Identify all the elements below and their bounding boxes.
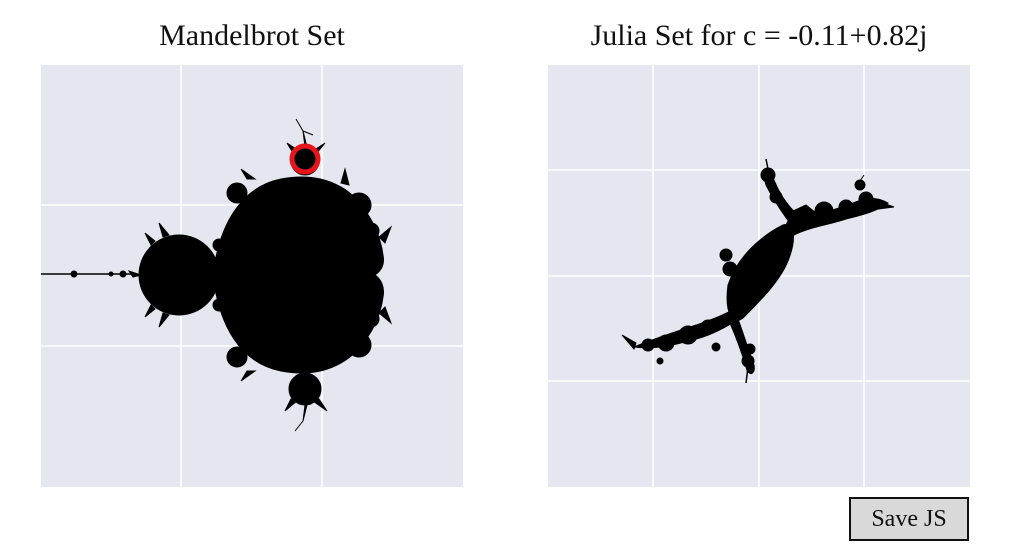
mandelbrot-plot[interactable] — [41, 65, 463, 487]
mandelbrot-canvas — [41, 65, 463, 487]
julia-c-value: -0.11+0.82j — [788, 19, 928, 52]
julia-shape — [621, 158, 895, 384]
julia-canvas — [548, 65, 970, 487]
save-button[interactable]: Save JS — [849, 497, 969, 541]
julia-plot[interactable] — [548, 65, 970, 487]
marker-ring-icon[interactable] — [289, 143, 321, 175]
julia-title-prefix: Julia Set for c = — [590, 19, 789, 52]
mandelbrot-title: Mandelbrot Set — [159, 19, 345, 52]
mandelbrot-shape — [41, 118, 393, 432]
julia-title: Julia Set for c = -0.11+0.82j — [548, 16, 970, 56]
